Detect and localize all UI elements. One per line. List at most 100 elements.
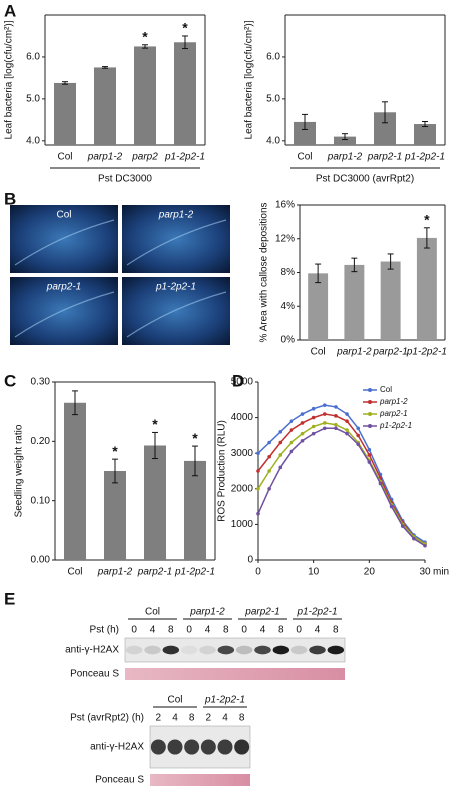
time: 8 xyxy=(239,713,245,724)
bar xyxy=(174,42,196,145)
point xyxy=(300,412,305,416)
y-tick-label: 0.20 xyxy=(31,436,51,447)
legend-label: Col xyxy=(380,385,392,394)
y-axis-label: % Area with callose depositions xyxy=(259,202,270,342)
bar xyxy=(144,445,166,560)
point xyxy=(256,469,260,473)
x-axis-label: Pst DC3000 xyxy=(98,174,152,185)
series-line xyxy=(257,422,426,545)
row-label: Ponceau S xyxy=(95,775,144,786)
significance: * xyxy=(152,416,158,432)
y-axis-label: ROS Production (RLU) xyxy=(217,420,228,522)
genotype-label: p1-2p2-1 xyxy=(296,607,337,618)
bar xyxy=(104,471,126,560)
point xyxy=(356,442,361,447)
legend-marker xyxy=(368,400,372,404)
point xyxy=(345,419,349,423)
band xyxy=(144,645,161,655)
bar xyxy=(184,460,206,560)
point xyxy=(311,424,316,429)
series-line xyxy=(257,427,426,547)
bar xyxy=(414,124,436,145)
legend-label: parp1-2 xyxy=(379,397,408,406)
time: 4 xyxy=(172,713,178,724)
point xyxy=(289,449,294,454)
x-tick-label: parp1-2 xyxy=(336,347,372,358)
leaf-vein xyxy=(14,291,115,338)
significance: * xyxy=(192,430,198,446)
time: 0 xyxy=(241,625,247,636)
time: 4 xyxy=(315,625,321,636)
leaf-vein xyxy=(126,219,227,266)
panel-letter: D xyxy=(232,371,244,390)
point xyxy=(267,487,271,491)
band xyxy=(199,645,216,655)
x-tick-label: p1-2p2-1 xyxy=(174,567,215,578)
time: 8 xyxy=(168,625,174,636)
significance: * xyxy=(424,211,430,227)
bar xyxy=(64,402,86,560)
point xyxy=(278,465,283,470)
panel-letter: E xyxy=(4,589,15,608)
significance: * xyxy=(142,28,148,44)
x-tick-label: 30 xyxy=(419,567,431,578)
band xyxy=(200,739,216,755)
point xyxy=(256,487,260,491)
point xyxy=(367,460,372,464)
bar xyxy=(54,82,76,145)
point xyxy=(278,453,283,457)
point xyxy=(423,543,427,548)
point xyxy=(389,504,394,509)
point xyxy=(323,412,327,416)
y-axis-label: Leaf bacteria [log(cfu/cm²)] xyxy=(244,20,255,139)
band xyxy=(150,739,166,755)
time: 8 xyxy=(333,625,339,636)
row-label: anti-γ-H2AX xyxy=(65,645,119,656)
y-tick-label: 3000 xyxy=(231,448,254,459)
blot xyxy=(124,637,346,663)
band xyxy=(254,645,271,655)
band xyxy=(217,739,233,755)
y-tick-label: 0 xyxy=(247,555,253,566)
time: 0 xyxy=(186,625,192,636)
point xyxy=(300,431,305,436)
point xyxy=(289,440,294,445)
row-label: anti-γ-H2AX xyxy=(90,742,144,753)
ponceau xyxy=(150,774,250,786)
y-tick-label: 0.30 xyxy=(31,377,51,388)
time: 8 xyxy=(223,625,229,636)
y-tick-label: 0.10 xyxy=(31,495,51,506)
significance: * xyxy=(182,20,188,36)
x-tick-label: 10 xyxy=(308,567,320,578)
point xyxy=(334,426,338,431)
y-tick-label: 5.0 xyxy=(26,94,40,105)
micrograph-label: parp1-2 xyxy=(158,210,194,221)
point xyxy=(367,453,372,457)
y-tick-label: 6.0 xyxy=(266,52,280,63)
legend-marker xyxy=(368,412,372,416)
y-tick-label: 0% xyxy=(281,335,296,346)
y-axis-label: Leaf bacteria [log(cfu/cm²)] xyxy=(4,20,15,139)
x-tick-label: parp2 xyxy=(131,152,158,163)
band xyxy=(162,645,180,655)
band xyxy=(309,645,326,655)
time: 0 xyxy=(131,625,137,636)
leaf-vein xyxy=(126,291,227,338)
micrograph xyxy=(10,205,118,273)
point xyxy=(412,536,416,541)
point xyxy=(289,419,294,423)
time: 2 xyxy=(156,713,162,724)
micrograph xyxy=(122,205,230,273)
point xyxy=(278,430,283,434)
point xyxy=(334,405,338,409)
point xyxy=(356,433,361,438)
x-tick-label: parp2-1 xyxy=(372,347,407,358)
band xyxy=(184,739,200,755)
x-tick-label: Col xyxy=(57,152,72,163)
y-tick-label: 4000 xyxy=(231,412,254,423)
point xyxy=(311,431,316,436)
time: 4 xyxy=(150,625,156,636)
x-tick-label: Col xyxy=(297,152,312,163)
time: 8 xyxy=(189,713,195,724)
y-tick-label: 4.0 xyxy=(266,135,280,146)
